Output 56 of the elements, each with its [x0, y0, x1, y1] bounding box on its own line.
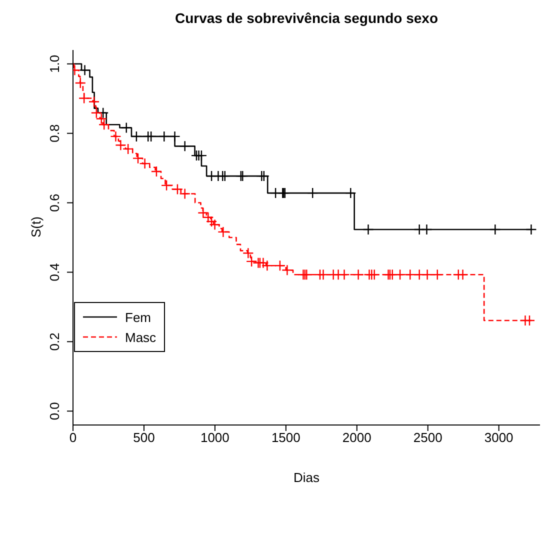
x-axis-title: Dias [293, 470, 320, 485]
y-tick-label: 0.8 [47, 124, 62, 142]
point [169, 130, 180, 142]
point [246, 256, 258, 268]
point [318, 269, 329, 280]
point [150, 166, 162, 178]
point [414, 269, 425, 280]
y-tick-label: 0.2 [47, 332, 62, 351]
x-tick-label: 500 [133, 430, 155, 446]
point [307, 187, 318, 199]
point [368, 269, 380, 280]
legend-label: Fem [125, 310, 151, 324]
point [120, 122, 132, 134]
x-tick-label: 3000 [484, 430, 514, 446]
y-tick-label: 1.0 [47, 54, 62, 73]
point [196, 150, 208, 162]
x-tick-label: 2000 [342, 430, 372, 446]
y-tick-label: 0.4 [47, 263, 62, 282]
point [352, 269, 364, 280]
x-tick-label: 2500 [413, 430, 442, 446]
point [110, 130, 122, 142]
point [242, 248, 254, 259]
point [432, 269, 443, 280]
point [457, 269, 468, 280]
y-tick-label: 0.6 [47, 194, 62, 212]
point [78, 92, 90, 104]
point [79, 64, 90, 76]
point [206, 216, 218, 228]
x-tick-label: 1500 [271, 430, 300, 446]
point [218, 226, 229, 238]
point [145, 130, 157, 142]
point [386, 269, 398, 280]
point [258, 170, 270, 182]
point [490, 224, 501, 236]
point [362, 224, 374, 236]
legend-label: Masc [125, 330, 156, 344]
y-tick-label: 0.0 [47, 402, 62, 420]
point [258, 257, 269, 268]
point [345, 187, 356, 199]
point [422, 269, 433, 280]
point [404, 269, 416, 280]
point [526, 224, 537, 236]
x-tick-label: 0 [69, 430, 77, 446]
point [338, 269, 350, 280]
point [130, 130, 142, 142]
point [88, 96, 100, 108]
point [160, 180, 172, 192]
point [421, 224, 432, 236]
y-axis-title: S(t) [28, 216, 44, 238]
point [74, 77, 86, 89]
point [179, 140, 190, 152]
x-tick-label: 1000 [200, 430, 230, 446]
point [394, 269, 406, 280]
point [158, 130, 170, 142]
chart-title: Curvas de sobrevivência segundo sexo [174, 10, 439, 26]
point [524, 314, 536, 326]
